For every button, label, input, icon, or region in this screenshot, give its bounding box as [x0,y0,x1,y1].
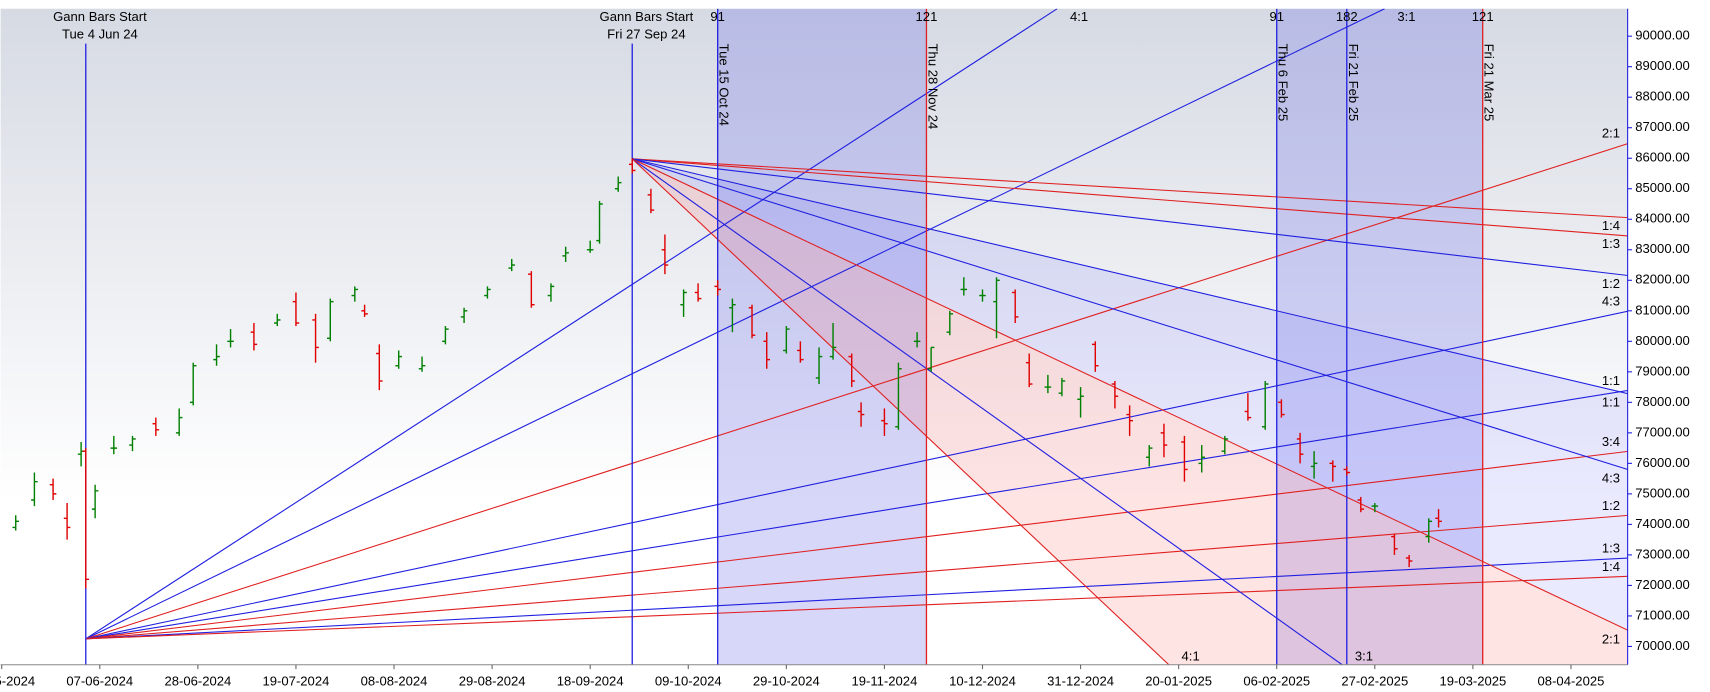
x-tick-label: 29-10-2024 [753,674,820,689]
fan-label: 1:3 [1602,541,1620,556]
event-date: Tue 15 Oct 24 [717,44,732,126]
event-date: Fri 21 Feb 25 [1346,44,1361,122]
gann-fan-line [631,158,1170,665]
gann-fan-line [85,557,1628,640]
y-tick-label: 75000.00 [1635,485,1689,500]
x-tick-label: 17-05-2024 [0,674,35,689]
x-tick-label: 08-08-2024 [361,674,428,689]
gann-fan-line [632,158,1628,277]
cycle-band [1276,8,1483,665]
y-tick-label: 76000.00 [1635,455,1689,470]
y-tick-label: 86000.00 [1635,150,1689,165]
x-tick-label: 06-02-2025 [1243,674,1310,689]
event-date: Thu 6 Feb 25 [1276,44,1291,122]
y-tick-label: 81000.00 [1635,302,1689,317]
y-tick-label: 79000.00 [1635,363,1689,378]
plot-area [12,8,1628,665]
event-title: Gann Bars Start [53,9,147,24]
gann-fan-line [85,8,1385,640]
gann-fan-line [632,158,1628,219]
gann-fan-line [632,158,1628,395]
fan-label: 3:1 [1397,9,1415,24]
x-tick-label: 09-10-2024 [655,674,722,689]
fan-label: 3:4 [1602,434,1620,449]
overlay: 4:1 3:1 2:1 4:3 1:1 3:4 1:2 1:3 1:4 1:4 1:3 1:2 1:1 4… [53,9,1620,664]
gann-fan-line [631,158,1628,631]
event-date: Tue 4 Jun 24 [62,26,138,41]
x-tick-label: 28-06-2024 [164,674,231,689]
fan-label: 3:1 [1355,649,1373,664]
gann-fan-line [632,158,1628,237]
x-tick-label: 31-12-2024 [1047,674,1114,689]
gann-fan-line [85,389,1628,640]
gann-fan-line [85,450,1628,640]
y-tick-label: 89000.00 [1635,58,1689,73]
y-tick-label: 80000.00 [1635,333,1689,348]
gann-fan-line [631,158,1343,665]
event-date: Fri 27 Sep 24 [607,26,685,41]
fan-label: 4:3 [1602,294,1620,309]
x-tick-label: 29-08-2024 [459,674,526,689]
fan-label: 1:1 [1602,394,1620,409]
x-tick-label: 10-12-2024 [949,674,1016,689]
fan-label: 1:1 [1602,373,1620,388]
fan-label: 4:1 [1182,649,1200,664]
x-tick-label: 19-11-2024 [851,674,917,689]
x-tick-label: 27-02-2025 [1341,674,1408,689]
fan-label: 1:4 [1602,559,1620,574]
gann-fan-line [85,143,1628,640]
gann-fan-line [85,575,1628,640]
event-count: 121 [916,9,938,24]
y-tick-label: 88000.00 [1635,89,1689,104]
event-title: Gann Bars Start [600,9,694,24]
fan-label: 1:3 [1602,236,1620,251]
y-tick-label: 87000.00 [1635,119,1689,134]
event-count: 91 [1269,9,1284,24]
event-count: 121 [1472,9,1494,24]
gann-fan-line [85,514,1628,640]
y-tick-label: 90000.00 [1635,28,1689,43]
fan-label: 2:1 [1602,126,1620,141]
y-tick-label: 71000.00 [1635,607,1689,622]
gann-fan-line [632,158,1628,470]
x-tick-label: 07-06-2024 [66,674,133,689]
fan-label: 2:1 [1602,631,1620,646]
y-tick-label: 78000.00 [1635,394,1689,409]
fan-label: 4:1 [1070,9,1088,24]
y-tick-label: 84000.00 [1635,211,1689,226]
fan-label: 1:2 [1602,276,1620,291]
y-tick-label: 72000.00 [1635,577,1689,592]
fan-label: 1:2 [1602,498,1620,513]
event-date: Thu 28 Nov 24 [925,44,940,130]
x-tick-label: 08-04-2025 [1538,674,1605,689]
plot-background [0,8,1628,665]
y-tick-label: 82000.00 [1635,272,1689,287]
x-tick-label: 18-09-2024 [557,674,624,689]
gann-fan-line [85,310,1628,640]
gann-fan-line [85,8,1058,640]
y-tick-label: 77000.00 [1635,424,1689,439]
x-tick-label: 19-07-2024 [263,674,330,689]
x-tick-label: 20-01-2025 [1145,674,1212,689]
fan-label: 4:3 [1602,470,1620,485]
event-count: 91 [710,9,725,24]
event-date: Fri 21 Mar 25 [1482,44,1497,122]
y-tick-label: 73000.00 [1635,546,1689,561]
y-tick-label: 85000.00 [1635,180,1689,195]
y-tick-label: 74000.00 [1635,516,1689,531]
fan-label: 1:4 [1602,218,1620,233]
x-tick-label: 19-03-2025 [1439,674,1506,689]
y-tick-label: 83000.00 [1635,241,1689,256]
event-count: 182 [1336,9,1358,24]
y-tick-label: 70000.00 [1635,638,1689,653]
